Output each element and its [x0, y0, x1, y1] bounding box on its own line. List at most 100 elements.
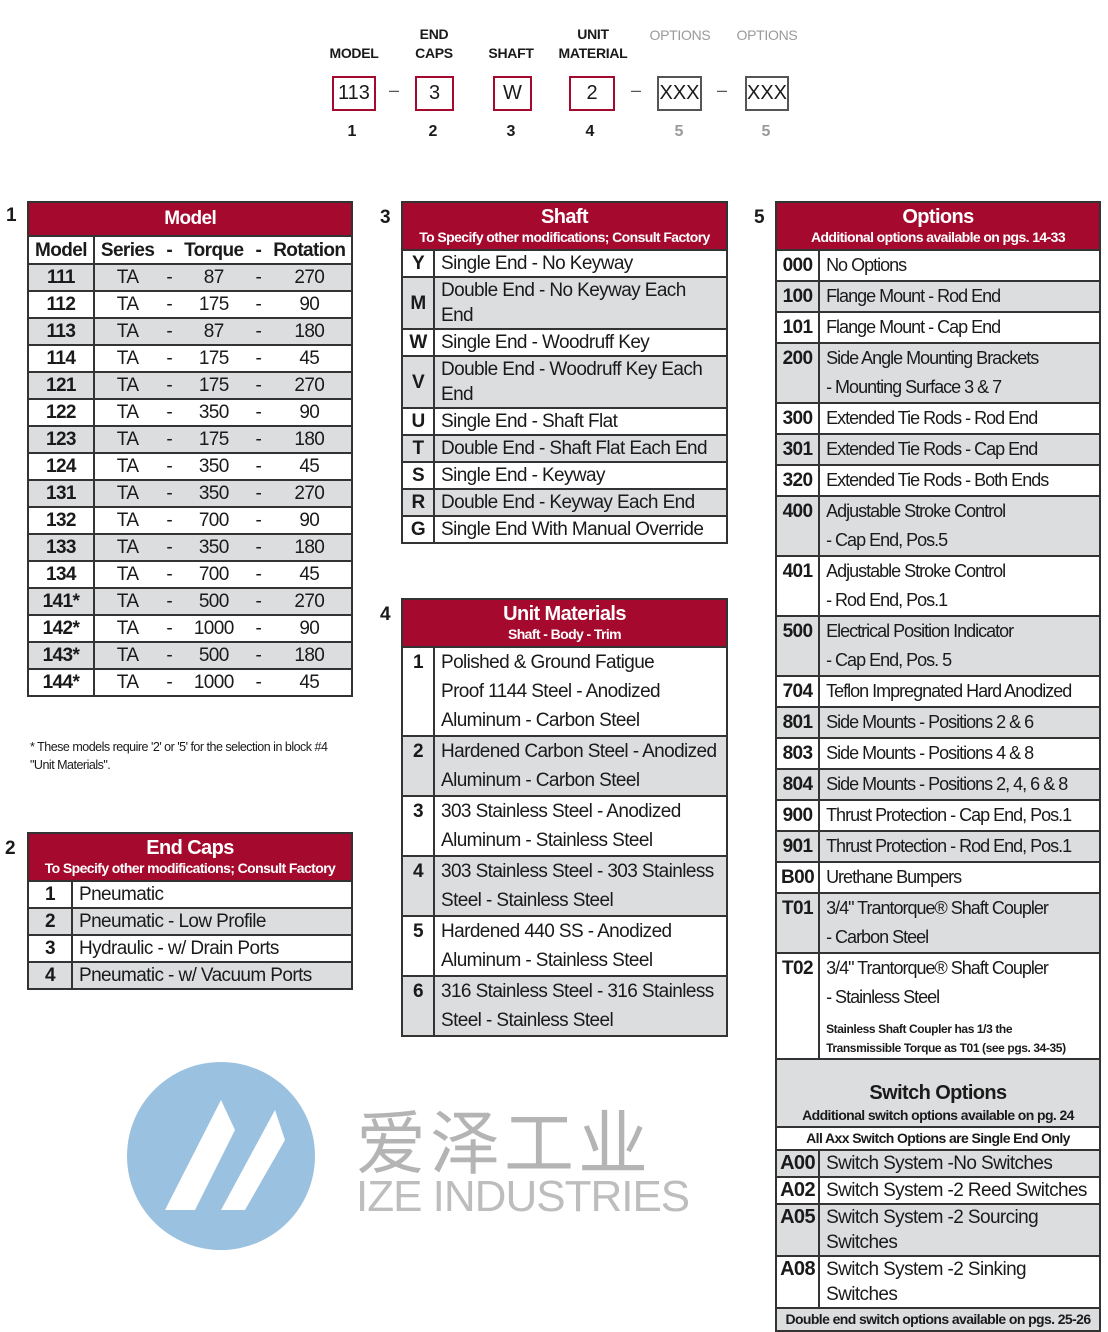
row-code: 100 [774, 280, 821, 313]
shaft-header: Shaft To Specify other modifications; Con… [401, 201, 728, 251]
code-label-options-1: OPTIONS [649, 27, 711, 43]
model-cell: TA [92, 398, 161, 427]
table-row: 500 Electrical Position Indicator - Cap En… [774, 615, 1101, 677]
model-cell: 1000 [178, 668, 250, 697]
table-row: 142* TA -1000-90 [27, 614, 354, 643]
model-cell: 87 [178, 263, 250, 292]
row-code: G [401, 515, 435, 544]
code-box-end-caps: 3 [415, 76, 454, 111]
model-cell: 1000 [178, 614, 250, 643]
table-row: 121 TA -175-270 [27, 371, 354, 400]
model-cell: 45 [267, 452, 354, 481]
row-code: R [401, 488, 435, 517]
table-row: 3 Hydraulic - w/ Drain Ports [27, 934, 353, 963]
end-caps-subtitle: To Specify other modifications; Consult … [44, 860, 336, 876]
model-cell: - [160, 641, 179, 670]
row-code: 3 [401, 795, 435, 857]
table-row: 1 Polished & Ground Fatigue Proof 1144 Ste… [401, 646, 728, 737]
options-table: Options Additional options available on p… [774, 201, 1101, 1332]
table-row: 123 TA -175-180 [27, 425, 354, 454]
model-code: 144* [27, 668, 95, 697]
row-code: 803 [774, 737, 821, 770]
table-row: 401 Adjustable Stroke Control - Rod End, P… [774, 555, 1101, 617]
table-row: 301 Extended Tie Rods - Cap End [774, 433, 1101, 466]
model-cell: - [160, 344, 179, 373]
code-dash: – [631, 80, 642, 100]
code-box-shaft: W [493, 76, 532, 111]
table-row: 4 Pneumatic - w/ Vacuum Ports [27, 961, 353, 990]
unit-materials-subtitle: Shaft - Body - Trim [507, 626, 622, 642]
row-code: 901 [774, 830, 821, 863]
row-description: Double End - Keyway Each End [433, 488, 728, 517]
row-code: 101 [774, 311, 821, 344]
description-line: - Mounting Surface 3 & 7 [826, 377, 1002, 397]
model-cell: 175 [178, 290, 250, 319]
model-cell: - [160, 587, 179, 616]
description-line: Adjustable Stroke Control [826, 501, 1006, 521]
row-code: 704 [774, 675, 821, 708]
row-code: W [401, 328, 435, 357]
description-line: Teflon Impregnated Hard Anodized [826, 681, 1072, 701]
table-row: S Single End - Keyway [401, 461, 728, 490]
row-code: 500 [774, 615, 821, 677]
table-row: 2 Pneumatic - Low Profile [27, 907, 353, 936]
model-cell: TA [92, 668, 161, 697]
model-cell: - [160, 560, 179, 589]
row-code: 2 [401, 735, 435, 797]
code-number: 5 [674, 123, 684, 140]
table-row: 141* TA -500-270 [27, 587, 354, 616]
description-line: Hardened 440 SS - Anodized [441, 921, 672, 942]
description-line: Aluminum - Stainless Steel [441, 950, 653, 971]
description-line: - Cap End, Pos.5 [826, 530, 948, 550]
row-description: Side Angle Mounting Brackets - Mounting S… [818, 342, 1101, 404]
switch-options-header: Switch Options Additional switch options … [775, 1058, 1101, 1128]
row-code: A08 [774, 1255, 821, 1309]
table-row: 133 TA -350-180 [27, 533, 354, 562]
row-code: T01 [774, 892, 821, 954]
model-cell: 90 [267, 506, 354, 535]
model-cell: 350 [178, 533, 250, 562]
table-row: 803 Side Mounts - Positions 4 & 8 [774, 737, 1101, 770]
description-line: Proof 1144 Steel - Anodized [441, 681, 661, 702]
model-cell: - [249, 344, 268, 373]
description-line: Urethane Bumpers [826, 867, 962, 887]
code-box-model: 113 [332, 76, 376, 111]
model-cell: 700 [178, 506, 250, 535]
row-description: 3/4" Trantorque® Shaft Coupler - Stainles… [818, 952, 1101, 1060]
table-row: 804 Side Mounts - Positions 2, 4, 6 & 8 [774, 768, 1101, 801]
model-cell: TA [92, 560, 161, 589]
options-title: Options [902, 206, 974, 228]
model-cell: 180 [267, 533, 354, 562]
row-code: 4 [27, 961, 73, 990]
model-cell: 175 [178, 371, 250, 400]
table-row: T01 3/4" Trantorque® Shaft Coupler - Carbo… [774, 892, 1101, 954]
model-cell: - [160, 263, 179, 292]
description-line: - Rod End, Pos.1 [826, 590, 948, 610]
model-cell: TA [92, 614, 161, 643]
model-cell: 350 [178, 398, 250, 427]
column-header-dash: - [249, 235, 268, 265]
description-line: 303 Stainless Steel - 303 Stainless [441, 861, 714, 882]
table-row: 900 Thrust Protection - Cap End, Pos.1 [774, 799, 1101, 832]
model-code: 111 [27, 263, 95, 292]
table-row: 100 Flange Mount - Rod End [774, 280, 1101, 313]
section-number: 5 [754, 207, 765, 228]
table-row: 113 TA -87-180 [27, 317, 354, 346]
unit-materials-title: Unit Materials [503, 603, 626, 625]
model-cell: - [249, 317, 268, 346]
row-code: S [401, 461, 435, 490]
code-dash: – [389, 80, 400, 100]
model-cell: TA [92, 290, 161, 319]
model-cell: - [249, 452, 268, 481]
description-line: - Carbon Steel [826, 927, 929, 947]
model-code: 123 [27, 425, 95, 454]
table-row: 901 Thrust Protection - Rod End, Pos.1 [774, 830, 1101, 863]
model-table: Model Model Series - Torque - Rotation 111 TA -… [26, 201, 354, 697]
code-label-options-2: OPTIONS [736, 27, 798, 43]
table-row: B00 Urethane Bumpers [774, 861, 1101, 894]
description-line: Side Mounts - Positions 2, 4, 6 & 8 [826, 774, 1068, 794]
table-row: M Double End - No Keyway Each End [401, 276, 728, 330]
unit-materials-table: Unit Materials Shaft - Body - Trim 1 Polis… [401, 598, 728, 1037]
row-description: Hydraulic - w/ Drain Ports [71, 934, 353, 963]
code-label-unit-material: UNIT MATERIAL [558, 26, 628, 61]
